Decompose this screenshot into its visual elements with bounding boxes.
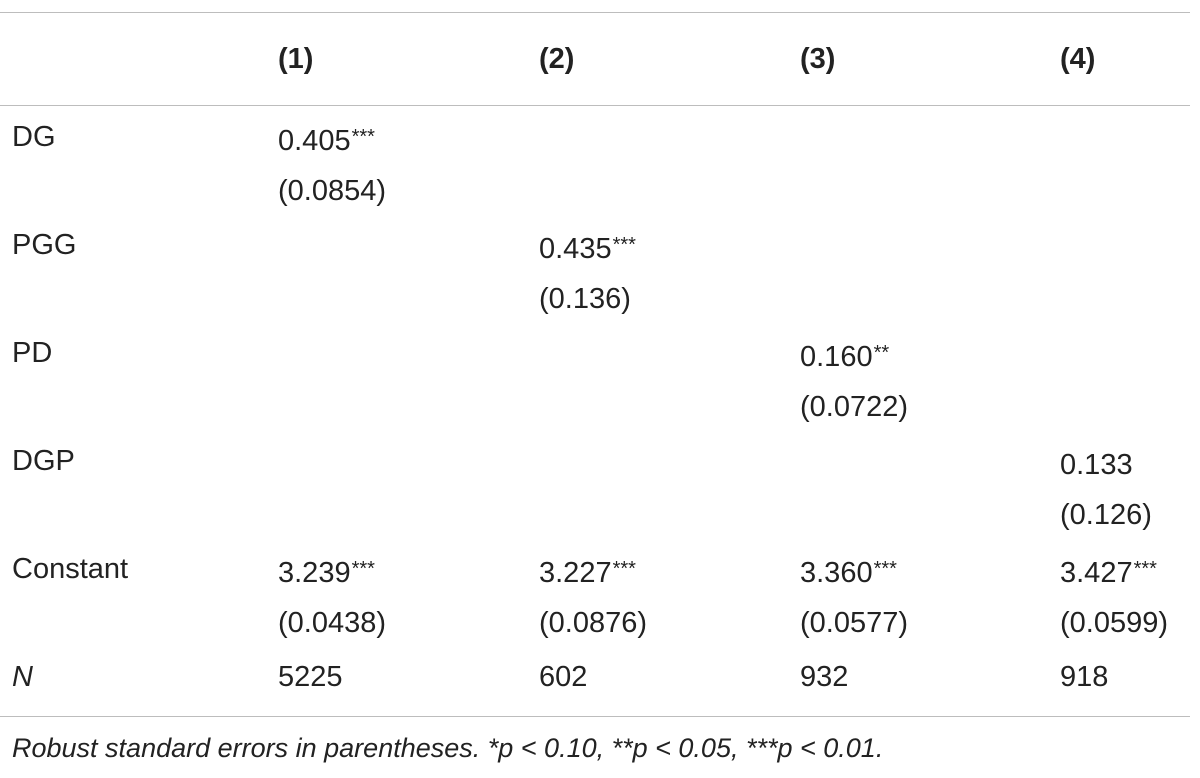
significance-stars: ***: [873, 558, 897, 580]
coef-dg-1: 0.405***: [278, 110, 375, 164]
coef-value: 3.227: [539, 557, 612, 589]
top-rule: [0, 12, 1190, 13]
se-constant-2: (0.0876): [539, 607, 648, 639]
column-header-4: (4): [1060, 43, 1096, 75]
n-value-2: 602: [539, 661, 588, 693]
row-label-constant: Constant: [12, 553, 129, 585]
significance-stars: ***: [612, 234, 636, 256]
significance-stars: ***: [612, 558, 636, 580]
row-label-dgp: DGP: [12, 445, 75, 477]
row-label-n: N: [12, 661, 33, 693]
significance-stars: ***: [351, 126, 375, 148]
significance-stars: ***: [351, 558, 375, 580]
table-footnote: Robust standard errors in parentheses. *…: [12, 733, 884, 763]
coef-constant-2: 3.227***: [539, 542, 636, 596]
coef-value: 3.239: [278, 557, 351, 589]
n-value-1: 5225: [278, 661, 343, 693]
coef-value: 0.405: [278, 125, 351, 157]
coef-pgg-2: 0.435***: [539, 218, 636, 272]
coef-constant-4: 3.427***: [1060, 542, 1157, 596]
coef-constant-1: 3.239***: [278, 542, 375, 596]
coef-value: 0.133: [1060, 449, 1133, 481]
coef-value: 3.427: [1060, 557, 1133, 589]
coef-pd-3: 0.160**: [800, 326, 889, 380]
se-constant-3: (0.0577): [800, 607, 909, 639]
column-header-1: (1): [278, 43, 314, 75]
row-label-dg: DG: [12, 121, 56, 153]
n-value-4: 918: [1060, 661, 1109, 693]
coef-value: 0.160: [800, 341, 873, 373]
significance-stars: **: [873, 342, 890, 364]
column-header-3: (3): [800, 43, 836, 75]
header-row: (1) (2) (3) (4): [0, 13, 1190, 105]
table-body: DG 0.405*** (0.0854) PGG 0.435*** (0.136…: [0, 106, 1190, 716]
se-pd-3: (0.0722): [800, 391, 909, 423]
se-dgp-4: (0.126): [1060, 499, 1152, 531]
se-constant-1: (0.0438): [278, 607, 387, 639]
row-label-pd: PD: [12, 337, 53, 369]
se-constant-4: (0.0599): [1060, 607, 1169, 639]
coef-value: 3.360: [800, 557, 873, 589]
se-pgg-2: (0.136): [539, 283, 631, 315]
coef-dgp-4: 0.133: [1060, 434, 1134, 488]
n-value-3: 932: [800, 661, 849, 693]
row-label-pgg: PGG: [12, 229, 77, 261]
coef-value: 0.435: [539, 233, 612, 265]
column-header-2: (2): [539, 43, 575, 75]
header-rule: [0, 105, 1190, 106]
bottom-rule: [0, 716, 1190, 717]
significance-stars: ***: [1133, 558, 1157, 580]
se-dg-1: (0.0854): [278, 175, 387, 207]
regression-table: (1) (2) (3) (4) DG 0.405*** (0.0854) PGG…: [0, 12, 1190, 717]
coef-constant-3: 3.360***: [800, 542, 897, 596]
